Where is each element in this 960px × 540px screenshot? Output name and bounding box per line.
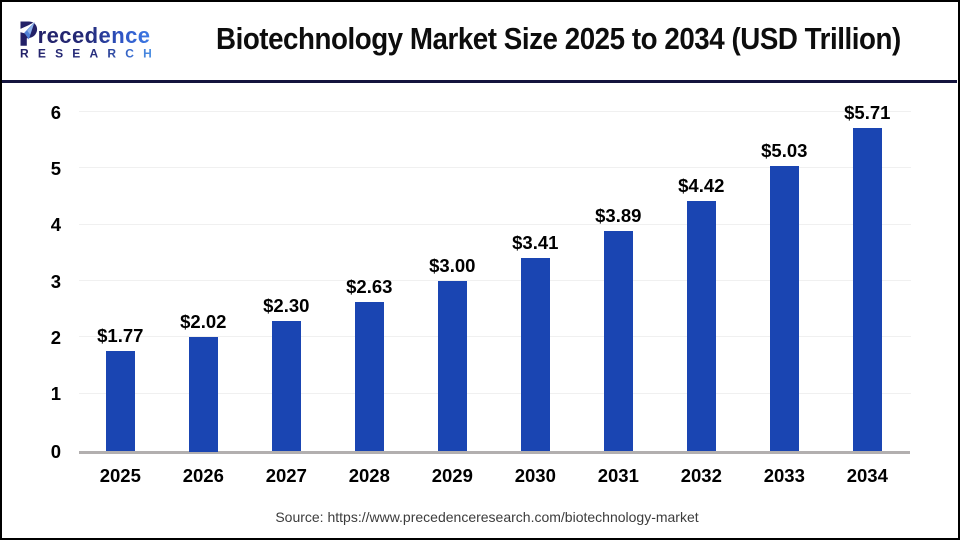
svg-text:RESEARCH: RESEARCH — [20, 47, 161, 61]
svg-text:recedence: recedence — [38, 23, 151, 48]
